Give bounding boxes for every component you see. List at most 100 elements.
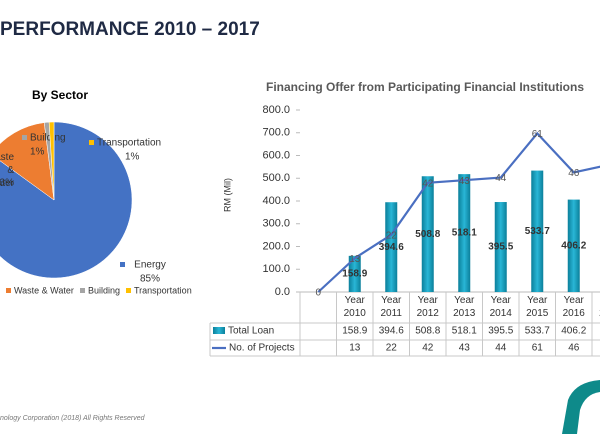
data-table — [209, 292, 600, 357]
table-cell: 395.5 — [488, 326, 513, 337]
pie-label: Building — [30, 133, 66, 144]
x-tick-label-line: Year — [527, 295, 548, 306]
y-tick-label: 800.0 — [262, 104, 290, 116]
table-cell: 394.6 — [379, 326, 404, 337]
legend-key — [80, 288, 85, 293]
pie-value-label: 1% — [30, 147, 45, 158]
x-tick-label: Year 2016 — [563, 295, 586, 319]
line-value-label: 61 — [532, 129, 544, 140]
pie-title: By Sector — [32, 88, 88, 102]
bar-value-label: 158.9 — [342, 269, 367, 280]
line-value-label: 13 — [349, 254, 361, 265]
x-tick-label-line: 2015 — [526, 308, 549, 319]
pie-label-line: Water — [0, 178, 15, 189]
bar — [458, 174, 471, 292]
pie-label: Transportation — [97, 138, 161, 149]
pie-slice — [0, 121, 133, 279]
table-cell: 533.7 — [525, 326, 550, 337]
bar-value-label: 394.6 — [379, 242, 404, 253]
y-tick-label: 600.0 — [262, 149, 290, 161]
table-cell: 22 — [386, 343, 398, 354]
table-cell: 46 — [568, 343, 580, 354]
x-tick-label-line: 2016 — [563, 308, 586, 319]
corner-shape-inner — [577, 392, 600, 434]
x-tick-label: Year 2014 — [490, 295, 513, 319]
y-tick-label: 700.0 — [262, 127, 290, 139]
x-tick-label-line: Year — [564, 295, 585, 306]
legend-label: Waste & Water — [14, 285, 74, 295]
x-tick-label-line: Year — [345, 295, 366, 306]
table-cell: 158.9 — [342, 326, 367, 337]
x-tick-label: Year 2011 — [380, 295, 402, 319]
legend-label: Transportation — [134, 285, 192, 295]
pie-value-label: 85% — [140, 274, 160, 285]
bar — [348, 255, 361, 292]
legend-key — [6, 288, 11, 293]
y-tick-label: 200.0 — [262, 240, 290, 252]
x-tick-label-line: 2012 — [417, 308, 440, 319]
x-tick-label-line: 2013 — [453, 308, 476, 319]
x-tick-label-line: Year — [381, 295, 402, 306]
y-tick-label: 300.0 — [262, 218, 290, 230]
bar-value-label: 395.5 — [488, 242, 513, 253]
bar-value-label: 406.2 — [561, 240, 586, 251]
y-axis-label: RM (Mil) — [222, 178, 232, 212]
bar-value-label: 533.7 — [525, 226, 550, 237]
x-tick-label-line: 2010 — [344, 308, 367, 319]
bar-value-label: 518.1 — [452, 228, 477, 239]
x-tick-label: Year 2013 — [453, 295, 476, 319]
line-value-label: 44 — [495, 173, 507, 184]
table-cell: 13 — [349, 343, 361, 354]
pie-label-key — [120, 262, 125, 267]
pie-label-key — [22, 135, 27, 140]
table-cell: 508.8 — [415, 326, 440, 337]
table-cell: 518.1 — [452, 326, 477, 337]
pie-slice — [0, 122, 55, 201]
pie-label: Waste & Water — [0, 152, 15, 189]
bar — [494, 202, 507, 292]
table-row-label: Total Loan — [228, 326, 274, 337]
table-legend-key — [213, 327, 225, 334]
table-cell: 42 — [422, 343, 434, 354]
line-value-label: 0 — [315, 288, 321, 299]
x-tick-label-line: Year — [454, 295, 475, 306]
y-tick-label: 100.0 — [262, 263, 290, 275]
x-tick-label-line: Year — [418, 295, 439, 306]
footer: nology Corporation (2018) All Rights Res… — [0, 415, 146, 422]
line — [317, 131, 600, 293]
bar — [567, 199, 580, 292]
table-cell: 61 — [532, 343, 544, 354]
line-value-label: 22 — [386, 230, 398, 241]
slide-title: PERFORMANCE 2010 – 2017 — [0, 19, 260, 40]
bar — [531, 170, 544, 292]
pie-label-key — [89, 140, 94, 145]
x-tick-label: Year 2015 — [526, 295, 549, 319]
table-cell: 406.2 — [561, 326, 586, 337]
pie-label: Energy — [134, 260, 166, 271]
table-cell: 44 — [495, 343, 507, 354]
y-tick-label: 0.0 — [275, 286, 290, 298]
x-tick-label: Year 2010 — [344, 295, 367, 319]
pie-value-label: 1% — [125, 152, 140, 163]
bar-value-label: 508.8 — [415, 229, 440, 240]
legend-key — [126, 288, 131, 293]
line-value-label: 46 — [568, 168, 580, 179]
y-tick-label: 500.0 — [262, 172, 290, 184]
x-tick-label: Year 2012 — [417, 295, 440, 319]
chart-title: Financing Offer from Participating Finan… — [266, 80, 584, 94]
pie-slice — [48, 121, 55, 201]
table-cell: 43 — [459, 343, 471, 354]
pie-value-label: 13% — [0, 178, 14, 189]
bar — [385, 202, 398, 292]
line-value-label: 42 — [422, 178, 434, 189]
line-value-label: 43 — [459, 176, 471, 187]
legend-label: Building — [88, 285, 120, 295]
pie-label-line: & — [7, 165, 14, 176]
x-tick-label-line: 2014 — [490, 308, 513, 319]
table-row-label: No. of Projects — [229, 343, 295, 354]
bar — [421, 176, 434, 292]
x-tick-label-line: 2011 — [380, 308, 402, 319]
y-tick-label: 400.0 — [262, 195, 290, 207]
pie-label-line: Waste — [0, 152, 14, 163]
